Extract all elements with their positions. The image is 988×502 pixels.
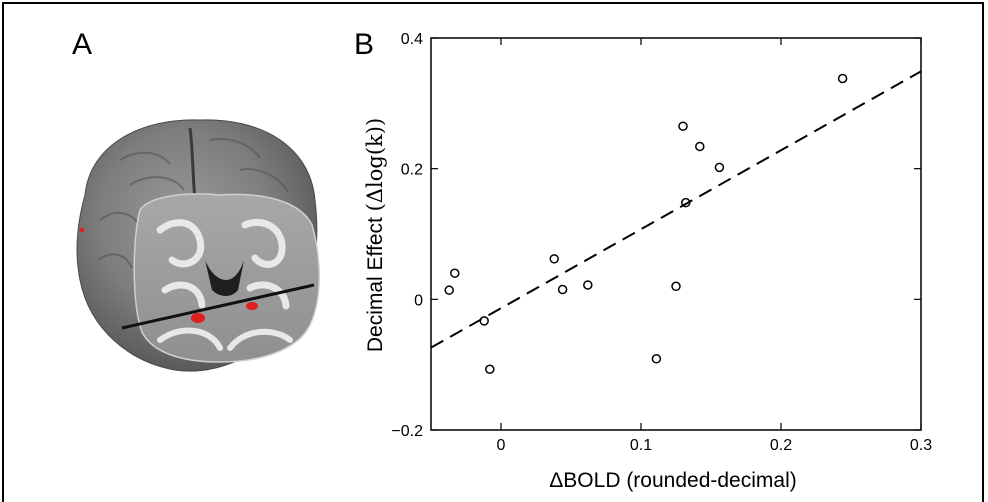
- plot-frame: [430, 37, 922, 431]
- brain-coronal-slice: [133, 193, 321, 363]
- y-tick-label: 0.4: [401, 31, 423, 48]
- data-points: [444, 73, 848, 374]
- data-point: [557, 284, 568, 295]
- x-tick-label: 0.1: [630, 437, 652, 454]
- y-tick-label: 0: [414, 292, 423, 309]
- data-point: [485, 364, 495, 374]
- panel-a-label: A: [72, 28, 93, 61]
- regression-line: [430, 70, 922, 349]
- fit-line-group: [430, 70, 922, 349]
- panel-b-label: B: [354, 28, 375, 61]
- plot-axes: [430, 37, 922, 431]
- data-point: [479, 316, 489, 326]
- x-tick-label: 0.2: [770, 437, 792, 454]
- data-point: [549, 254, 559, 264]
- brain-image: [76, 119, 321, 372]
- y-axis-label-text: Decimal Effect: [364, 211, 387, 352]
- data-point: [714, 162, 725, 173]
- data-point: [837, 73, 848, 84]
- y-axis-label: Decimal Effect (Δlog(k)): [363, 118, 387, 352]
- y-tick-label: −0.2: [391, 423, 423, 440]
- data-point: [695, 141, 705, 152]
- y-axis-label-math: (Δlog(k)): [363, 118, 387, 211]
- data-point: [583, 280, 593, 290]
- activation-cluster: [79, 227, 258, 323]
- data-point: [651, 354, 662, 364]
- data-point: [444, 285, 454, 295]
- y-tick-label: 0.2: [401, 162, 423, 179]
- data-point: [681, 197, 691, 208]
- x-tick-label: 0.3: [910, 437, 932, 454]
- axis-ticks: 0 0.1 0.2 0.3 −0.2 0 0.2 0.4: [391, 31, 932, 454]
- data-point: [450, 268, 460, 278]
- x-axis-label: ΔBOLD (rounded-decimal): [549, 469, 796, 492]
- x-tick-label: 0: [497, 437, 506, 454]
- data-point: [671, 281, 681, 292]
- data-point: [678, 121, 688, 131]
- slice-plane-line: [121, 283, 315, 330]
